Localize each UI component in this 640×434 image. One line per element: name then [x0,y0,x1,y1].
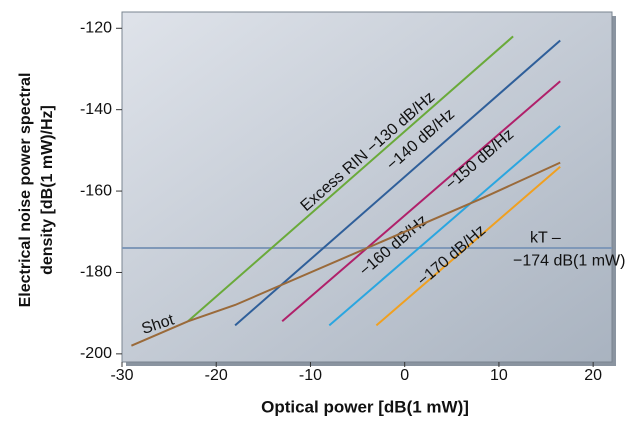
y-axis-label: density [dB(1 mW)/Hz] [39,105,56,275]
y-tick-label: -160 [80,182,112,199]
reference-label: −174 dB(1 mW) [513,252,625,269]
y-tick-label: -120 [80,19,112,36]
y-axis-label: Electrical noise power spectral [17,73,34,308]
x-axis-label: Optical power [dB(1 mW)] [261,397,469,416]
series-line [131,161,561,347]
series-line [281,80,561,323]
y-tick-label: -200 [80,345,112,362]
x-tick-label: 0 [400,367,409,384]
reference-label: kT – [530,229,561,246]
x-tick-label: 20 [584,367,602,384]
series-line [375,165,561,327]
series-line [234,39,561,327]
series-line [328,125,561,327]
plot-area [121,11,613,363]
y-tick-label: -140 [80,101,112,118]
series-line [187,35,514,323]
x-tick-label: 10 [490,367,508,384]
x-tick-label: -20 [205,367,228,384]
x-tick-label: -10 [299,367,322,384]
y-tick-label: -180 [80,264,112,281]
x-tick-label: -30 [110,367,133,384]
